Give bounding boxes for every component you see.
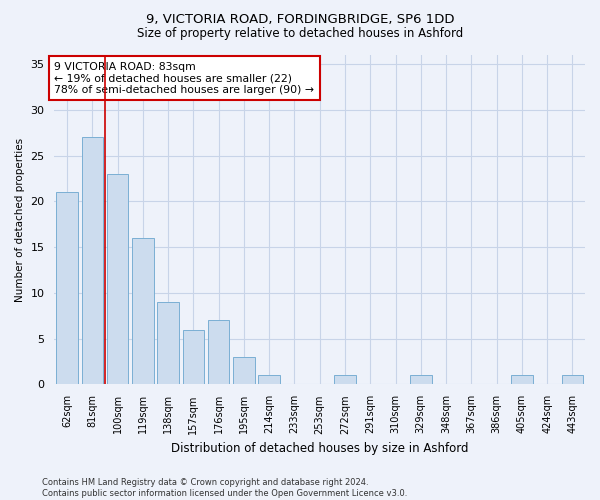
Y-axis label: Number of detached properties: Number of detached properties — [15, 138, 25, 302]
Text: Size of property relative to detached houses in Ashford: Size of property relative to detached ho… — [137, 28, 463, 40]
Bar — [132, 238, 154, 384]
Text: 9, VICTORIA ROAD, FORDINGBRIDGE, SP6 1DD: 9, VICTORIA ROAD, FORDINGBRIDGE, SP6 1DD — [146, 12, 454, 26]
Bar — [259, 376, 280, 384]
Bar — [208, 320, 229, 384]
Text: 9 VICTORIA ROAD: 83sqm
← 19% of detached houses are smaller (22)
78% of semi-det: 9 VICTORIA ROAD: 83sqm ← 19% of detached… — [55, 62, 314, 95]
Bar — [182, 330, 204, 384]
Bar — [82, 138, 103, 384]
X-axis label: Distribution of detached houses by size in Ashford: Distribution of detached houses by size … — [171, 442, 469, 455]
Text: Contains HM Land Registry data © Crown copyright and database right 2024.
Contai: Contains HM Land Registry data © Crown c… — [42, 478, 407, 498]
Bar — [334, 376, 356, 384]
Bar — [157, 302, 179, 384]
Bar — [562, 376, 583, 384]
Bar — [233, 357, 254, 384]
Bar — [107, 174, 128, 384]
Bar — [511, 376, 533, 384]
Bar — [56, 192, 78, 384]
Bar — [410, 376, 431, 384]
